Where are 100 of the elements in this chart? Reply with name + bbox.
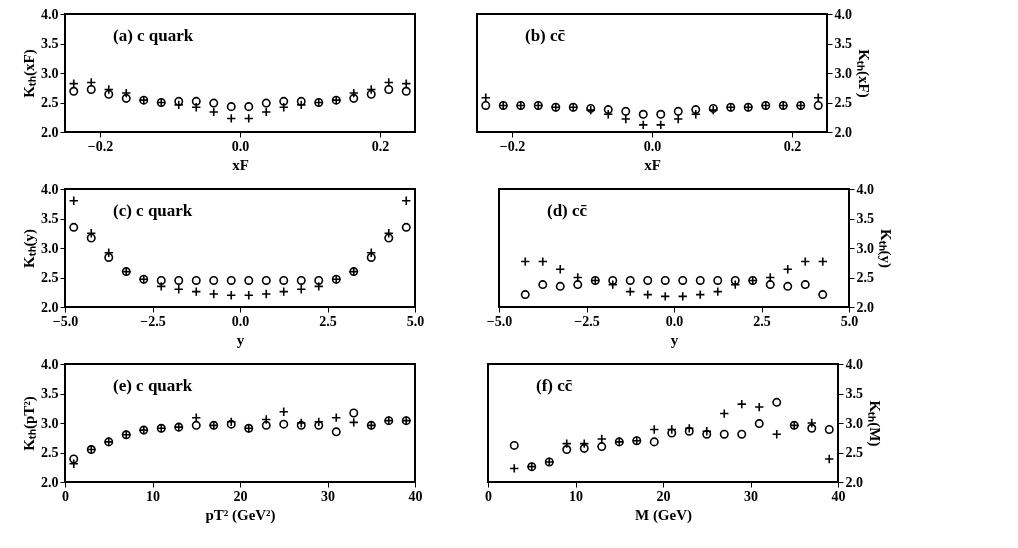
y2-tick-label: 2.0 — [834, 124, 852, 140]
y-tick-label: 2.5 — [41, 270, 59, 285]
y-tick-label: 4.0 — [41, 356, 59, 372]
x-axis-title: xF — [232, 156, 249, 173]
point — [296, 99, 307, 110]
point — [278, 406, 289, 417]
point — [191, 102, 202, 113]
point — [621, 106, 631, 116]
x-tick-label: 10 — [569, 488, 583, 504]
x-tick-label: 0.0 — [643, 138, 662, 154]
annotation: (f) cc̄ — [536, 376, 573, 395]
point — [736, 399, 747, 410]
point — [596, 433, 607, 444]
point — [191, 275, 201, 285]
point — [226, 290, 237, 301]
y2-tick-label: 3.5 — [834, 36, 852, 51]
point — [754, 402, 765, 413]
point — [782, 264, 793, 275]
point — [638, 119, 649, 130]
point — [771, 429, 782, 440]
y2-tick-label: 4.0 — [834, 6, 852, 22]
point — [121, 93, 131, 103]
annotation: (e) c quark — [113, 376, 193, 395]
point — [597, 442, 607, 452]
point — [813, 92, 824, 103]
x-tick-label: −0.2 — [87, 138, 114, 154]
x-tick-label: 0.0 — [665, 313, 684, 329]
point — [209, 275, 219, 285]
point — [366, 252, 376, 262]
point — [68, 458, 79, 469]
point — [649, 437, 659, 447]
point — [673, 114, 684, 124]
point — [296, 284, 307, 295]
point — [278, 102, 289, 113]
y2-axis-title: Kₜₕ(y) — [877, 228, 894, 269]
annotation: (a) c quark — [113, 26, 194, 45]
point — [638, 109, 648, 119]
y2-axis-title: Kₜₕ(M) — [866, 400, 883, 447]
x-tick-label: 10 — [146, 488, 160, 504]
point — [296, 96, 306, 106]
point — [754, 419, 764, 429]
y2-axis-title: Kₜₕ(xF) — [855, 49, 872, 98]
x-tick-label: 2.5 — [753, 313, 771, 329]
x-tick-label: 5.0 — [406, 313, 425, 329]
y2-tick-label: 2.5 — [834, 95, 852, 110]
point — [384, 233, 394, 243]
point — [261, 106, 272, 117]
point — [191, 96, 201, 106]
annotation: (b) cc̄ — [525, 26, 566, 45]
point — [695, 275, 705, 285]
x-axis-title: xF — [644, 156, 661, 173]
x-tick-label: −2.5 — [574, 313, 600, 329]
point — [579, 443, 589, 453]
point — [156, 275, 166, 285]
y-tick-label: 3.5 — [41, 36, 59, 51]
x-axis-title: y — [236, 331, 245, 348]
point — [279, 96, 289, 106]
point — [555, 264, 566, 275]
y-tick-label: 3.0 — [41, 240, 59, 256]
x-tick-label: −5.0 — [52, 313, 79, 329]
y-tick-label: 4.0 — [41, 181, 59, 197]
x-tick-label: 0 — [485, 488, 492, 504]
point — [772, 397, 782, 407]
point — [603, 105, 613, 115]
point — [173, 99, 184, 110]
x-tick-label: 30 — [744, 488, 758, 504]
point — [349, 93, 359, 103]
point — [656, 109, 666, 119]
annotation: (d) cc̄ — [547, 201, 588, 220]
point — [121, 88, 132, 99]
x-tick-label: −0.2 — [499, 138, 526, 154]
point — [401, 195, 412, 206]
point — [174, 275, 184, 285]
y2-tick-label: 2.0 — [845, 474, 863, 490]
point — [818, 290, 828, 300]
x-tick-label: 0.0 — [231, 138, 250, 154]
point — [208, 106, 219, 117]
point — [608, 275, 618, 285]
point — [296, 275, 306, 285]
point — [620, 114, 631, 124]
point — [562, 445, 572, 455]
point — [660, 275, 670, 285]
y2-tick-label: 2.5 — [845, 445, 863, 460]
point — [678, 275, 688, 285]
point — [719, 429, 729, 439]
point — [261, 98, 271, 108]
point — [243, 290, 254, 301]
point — [279, 275, 289, 285]
y2-tick-label: 3.0 — [834, 65, 852, 81]
y-tick-label: 2.5 — [41, 95, 59, 110]
point — [366, 247, 377, 258]
y-tick-label: 3.0 — [41, 65, 59, 81]
point — [69, 86, 79, 96]
point — [69, 454, 79, 464]
point — [226, 102, 236, 112]
point — [401, 86, 411, 96]
x-tick-label: −2.5 — [140, 313, 166, 329]
point — [69, 222, 79, 232]
point — [226, 275, 236, 285]
point — [667, 428, 677, 438]
